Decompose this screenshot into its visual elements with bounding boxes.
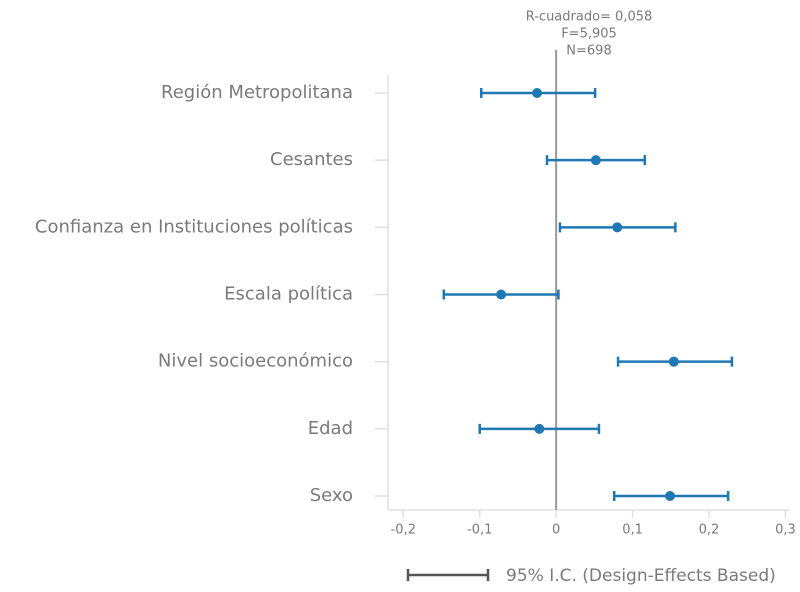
x-tick-label: 0 [552,523,560,538]
y-tick-label: Edad [308,418,353,439]
point [612,222,623,233]
y-tick-label: Nivel socioeconómico [158,351,353,372]
annotation: R-cuadrado= 0,058 [526,10,653,25]
annotation: F=5,905 [561,27,617,42]
x-tick-label: -0,2 [391,523,416,538]
x-tick-label: 0,2 [699,523,720,538]
point [496,289,507,300]
y-tick-label: Sexo [310,485,353,506]
x-tick-label: 0,1 [622,523,643,538]
point [590,155,601,166]
point [534,423,545,434]
x-tick-label: -0,1 [467,523,492,538]
point [665,491,676,502]
legend-label: 95% I.C. (Design-Effects Based) [506,566,776,586]
y-tick-label: Confianza en Instituciones políticas [35,216,353,237]
x-tick-label: 0,3 [775,523,796,538]
annotation: N=698 [566,44,611,59]
point [668,356,679,367]
y-tick-label: Región Metropolitana [161,82,353,103]
y-tick-label: Cesantes [270,149,353,170]
y-tick-label: Escala política [224,284,353,305]
point [532,88,543,98]
legend-swatch [406,569,490,581]
